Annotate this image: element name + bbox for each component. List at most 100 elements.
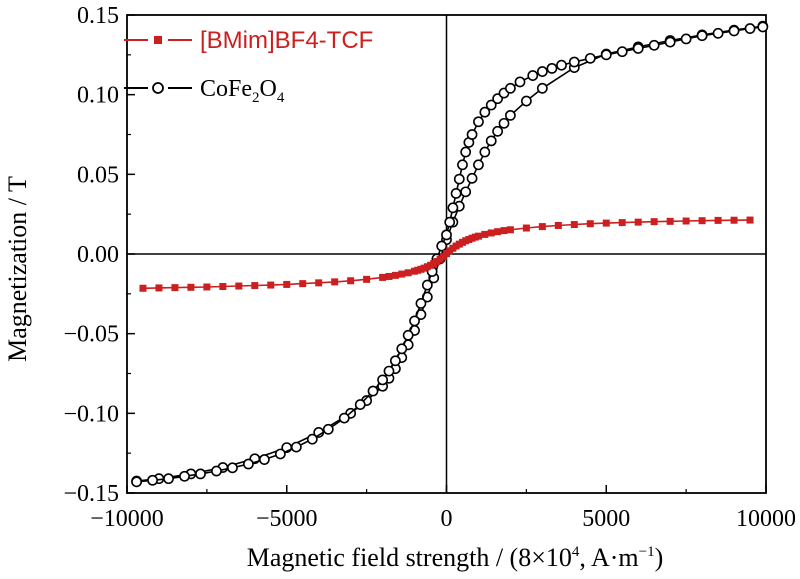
data-point-square <box>650 218 658 226</box>
series-0 <box>139 216 754 292</box>
y-axis-title: Magnetization / T <box>3 176 32 362</box>
data-point-circle <box>473 116 484 128</box>
data-point-circle <box>460 186 472 198</box>
data-point-square <box>481 230 489 238</box>
series-layer <box>131 20 769 488</box>
data-point-square <box>554 221 562 229</box>
data-point-circle <box>520 95 532 107</box>
data-point-square <box>187 283 195 291</box>
data-point-circle <box>664 36 676 48</box>
data-point-square <box>347 277 355 285</box>
x-axis-title-sup-2: −1 <box>639 544 655 560</box>
data-point-circle <box>527 70 539 81</box>
data-point-circle <box>479 106 491 118</box>
axis-tick-labels: −10000 −5000 0 5000 10000 0.15 0.10 0.05 0.00 −0.… <box>63 3 796 532</box>
data-point-circle <box>147 474 158 486</box>
data-point-square <box>251 282 259 290</box>
data-point-circle <box>757 21 769 33</box>
data-point-circle <box>243 458 254 470</box>
data-point-circle <box>441 229 452 241</box>
data-point-circle <box>504 109 516 121</box>
y-tick-label: −0.05 <box>63 322 119 348</box>
data-point-circle <box>402 329 414 341</box>
legend-cofe-mid: O <box>260 76 277 102</box>
data-point-square <box>331 278 339 286</box>
data-point-square <box>634 218 642 226</box>
data-point-square <box>666 217 674 225</box>
y-tick-label: −0.15 <box>63 481 119 507</box>
legend-entry-cofe2o4: CoFe2O4 <box>124 76 285 106</box>
data-point-circle <box>616 46 628 58</box>
data-point-circle <box>377 374 388 386</box>
data-point-square <box>139 284 147 292</box>
data-point-square <box>299 280 307 288</box>
data-point-square <box>391 271 399 279</box>
data-point-square <box>203 283 211 291</box>
data-point-circle <box>457 159 468 171</box>
data-point-circle <box>444 216 456 228</box>
data-point-square <box>746 216 754 224</box>
data-point-circle <box>163 473 174 485</box>
data-point-square <box>538 223 546 231</box>
data-point-square <box>522 224 530 232</box>
data-point-circle <box>680 33 692 45</box>
x-axis-title-sup-1: 4 <box>572 544 580 560</box>
data-point-square <box>171 284 179 292</box>
data-point-circle <box>568 56 580 68</box>
data-point-square <box>315 279 323 287</box>
data-point-circle <box>415 297 427 309</box>
data-point-square <box>602 219 610 227</box>
data-point-square <box>155 284 163 292</box>
data-point-circle <box>383 365 395 377</box>
data-point-circle <box>131 476 142 488</box>
data-point-circle <box>338 412 350 424</box>
series-1 <box>131 21 769 488</box>
legend-cofe-base: CoFe <box>200 76 252 102</box>
data-point-square <box>714 216 722 224</box>
data-point-circle <box>409 315 420 327</box>
x-tick-label: 0 <box>441 506 453 532</box>
data-point-circle <box>498 117 510 129</box>
legend: [BMim]BF4-TCF CoFe2O4 <box>124 27 373 106</box>
data-point-circle <box>466 129 478 140</box>
data-point-circle <box>536 66 548 77</box>
data-point-circle <box>258 454 270 465</box>
y-tick-label: 0.00 <box>77 242 119 268</box>
data-point-square <box>698 217 706 225</box>
data-point-square <box>235 282 243 290</box>
data-point-circle <box>728 25 740 37</box>
y-tick-label: −0.10 <box>63 401 119 427</box>
data-point-square <box>219 283 227 291</box>
data-point-circle <box>479 146 491 158</box>
data-point-square <box>500 227 508 235</box>
data-point-circle <box>447 202 459 214</box>
data-point-circle <box>696 30 708 42</box>
data-point-square <box>398 270 406 278</box>
data-point-circle <box>466 172 478 184</box>
data-point-square <box>404 269 412 277</box>
data-point-square <box>379 273 387 281</box>
x-tick-label: 5000 <box>582 506 630 532</box>
data-point-circle <box>436 240 448 252</box>
x-tick-label: −5000 <box>256 506 318 532</box>
data-point-circle <box>492 125 504 137</box>
data-point-circle <box>389 355 401 367</box>
legend-cofe-sub-1: 2 <box>252 90 260 106</box>
y-tick-label: 0.15 <box>77 3 119 29</box>
legend-marker-cofe <box>152 82 164 94</box>
data-point-square <box>385 272 393 280</box>
data-point-circle <box>584 52 596 64</box>
data-point-circle <box>712 27 724 39</box>
x-tick-label: −10000 <box>90 506 164 532</box>
data-point-circle <box>367 385 379 397</box>
data-point-square <box>363 275 371 283</box>
legend-cofe-sub-2: 4 <box>277 90 285 106</box>
data-point-square <box>586 220 594 228</box>
data-point-circle <box>396 343 408 355</box>
data-point-circle <box>421 279 433 291</box>
x-tick-label: 10000 <box>736 506 796 532</box>
data-point-circle <box>632 43 644 54</box>
data-point-circle <box>306 433 318 445</box>
data-point-circle <box>211 465 222 477</box>
